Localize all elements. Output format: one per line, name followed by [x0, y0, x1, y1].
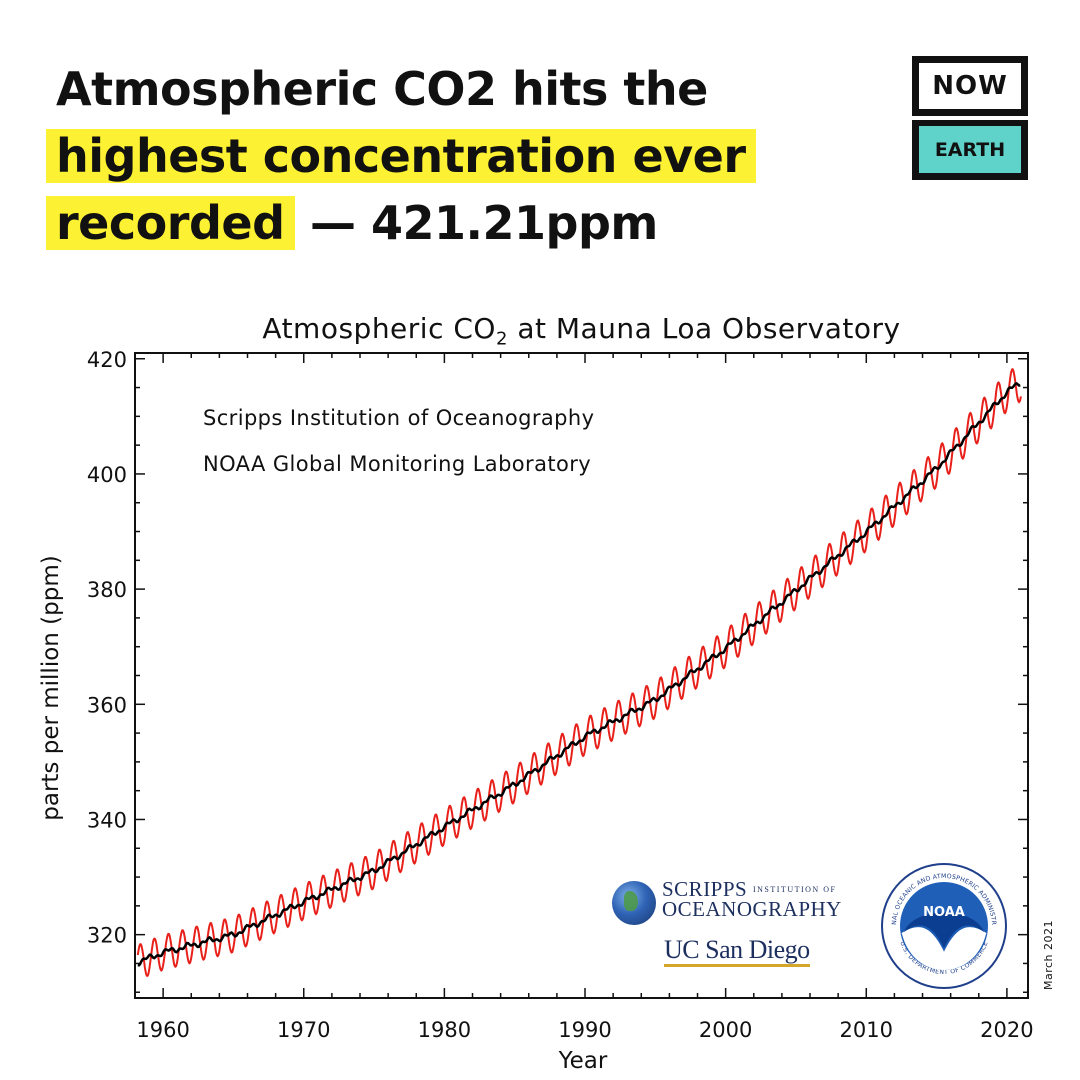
date-stamp: March 2021: [1042, 919, 1055, 990]
y-tick-label: 400: [87, 463, 127, 487]
scripps-institution-of: INSTITUTION OF: [752, 885, 837, 894]
chart-title-main: Atmospheric CO: [262, 312, 496, 345]
scripps-name: SCRIPPS: [662, 877, 748, 901]
now-earth-logo: NOW EARTH: [912, 56, 1028, 180]
y-tick-label: 380: [87, 578, 127, 602]
chart-title-rest: at Mauna Loa Observatory: [507, 312, 901, 345]
headline-highlight-3: recorded: [46, 196, 295, 250]
x-tick-label: 1960: [136, 1018, 189, 1042]
scripps-ucsd-logo: SCRIPPS INSTITUTION OF OCEANOGRAPHY UC S…: [612, 875, 862, 970]
x-axis-title: Year: [558, 1048, 608, 1074]
noaa-logo: NATIONAL OCEANIC AND ATMOSPHERIC ADMINIS…: [880, 862, 1007, 989]
y-tick-labels: 320 340 360 380 400 420: [87, 348, 127, 948]
headline-line-3: recorded — 421.21ppm: [46, 190, 856, 257]
headline-highlight-2: highest concentration ever: [46, 129, 756, 183]
x-tick-label: 1980: [418, 1018, 471, 1042]
y-tick-label: 320: [87, 924, 127, 948]
oceanography-wordmark: OCEANOGRAPHY: [662, 897, 842, 921]
x-tick-label: 1970: [277, 1018, 330, 1042]
y-axis-title: parts per million (ppm): [38, 555, 64, 820]
trend-co2-series: [137, 382, 1021, 967]
headline-line-2: highest concentration ever: [46, 123, 856, 190]
annotation-scripps: Scripps Institution of Oceanography: [203, 406, 594, 430]
y-tick-label: 420: [87, 348, 127, 372]
scripps-wordmark: SCRIPPS INSTITUTION OF: [662, 877, 836, 902]
annotation-noaa: NOAA Global Monitoring Laboratory: [203, 452, 591, 476]
headline-value: — 421.21ppm: [294, 196, 658, 250]
headline: Atmospheric CO2 hits the highest concent…: [46, 56, 856, 257]
globe-icon: [612, 881, 656, 925]
y-tick-label: 340: [87, 808, 127, 832]
brand-earth: EARTH: [912, 120, 1028, 180]
x-tick-label: 1990: [558, 1018, 611, 1042]
monthly-co2-series: [136, 367, 1022, 978]
noaa-wordmark: NOAA: [923, 905, 965, 920]
x-tick-labels: 1960 1970 1980 1990 2000 2010 2020: [136, 1018, 1033, 1042]
axis-ticks: [135, 353, 1028, 998]
ucsd-wordmark: UC San Diego: [664, 936, 810, 967]
y-tick-label: 360: [87, 693, 127, 717]
headline-line-1: Atmospheric CO2 hits the: [56, 62, 708, 116]
chart-title: Atmospheric CO2 at Mauna Loa Observatory: [135, 312, 1028, 350]
x-tick-label: 2010: [840, 1018, 893, 1042]
brand-now: NOW: [912, 56, 1028, 116]
chart-title-subscript: 2: [495, 328, 508, 350]
x-tick-label: 2000: [699, 1018, 752, 1042]
x-tick-label: 2020: [980, 1018, 1033, 1042]
